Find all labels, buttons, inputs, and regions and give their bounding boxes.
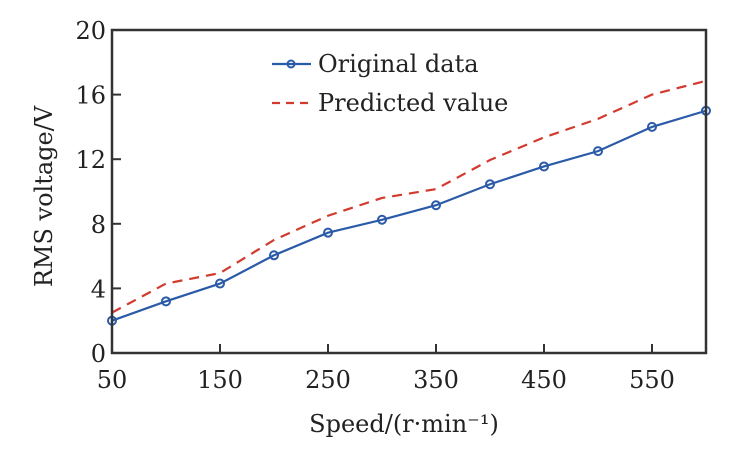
y-tick-label: 8 (91, 211, 106, 239)
data-point (377, 214, 387, 225)
x-tick-label: 450 (521, 366, 567, 394)
data-point (593, 146, 603, 157)
y-tick-label: 20 (75, 17, 106, 45)
y-tick-label: 12 (75, 146, 106, 174)
series-line-predicted-value (111, 79, 707, 314)
series-layer (107, 79, 711, 326)
x-tick-label: 550 (629, 366, 675, 394)
y-tick-label: 16 (75, 82, 106, 110)
series-line-original-data (111, 109, 707, 322)
x-tick-label: 350 (413, 366, 459, 394)
data-point (323, 227, 333, 238)
x-tick-label: 250 (305, 366, 351, 394)
legend-marker (286, 59, 296, 69)
data-point (215, 278, 225, 289)
data-point (647, 121, 657, 132)
y-tick-label: 0 (91, 340, 106, 368)
y-axis-title: RMS voltage/V (30, 105, 58, 287)
x-tick-label: 50 (97, 366, 128, 394)
ticks-layer (112, 93, 653, 353)
data-point (485, 179, 495, 190)
legend-item: Predicted value (272, 89, 508, 117)
legend: Original data Predicted value (272, 50, 508, 117)
plot-frame (110, 28, 708, 355)
legend-label: Predicted value (318, 89, 508, 117)
data-point (269, 250, 279, 261)
data-point (431, 200, 441, 211)
x-axis-title: Speed/(r·min⁻¹) (309, 410, 499, 438)
legend-label: Original data (318, 50, 479, 78)
x-tick-label: 150 (197, 366, 243, 394)
tick-labels: 0 4 8 12 16 20 50 150 250 350 450 550 (75, 17, 674, 394)
legend-item: Original data (272, 50, 479, 78)
data-point (161, 296, 171, 307)
y-tick-label: 4 (91, 275, 106, 303)
data-point (539, 161, 549, 172)
